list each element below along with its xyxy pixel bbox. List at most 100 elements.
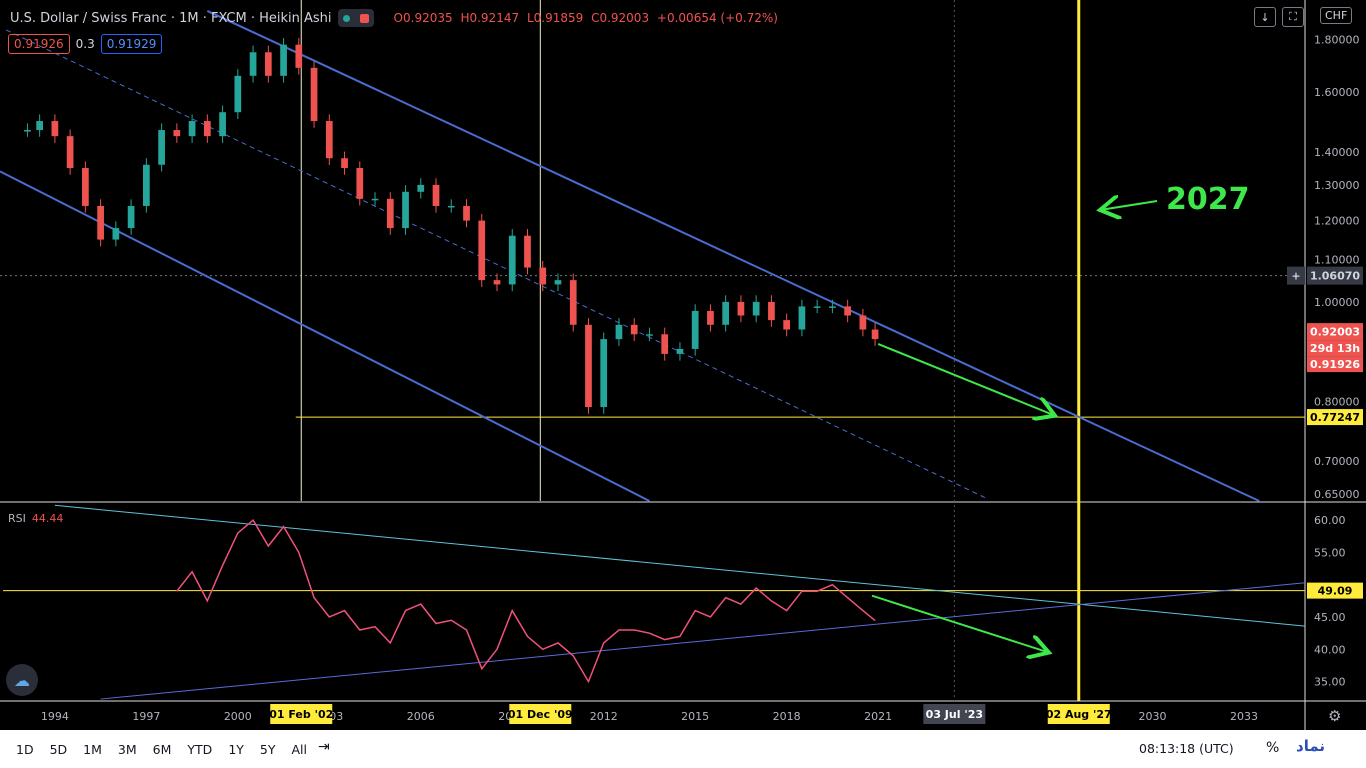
candle-body[interactable] <box>722 301 730 325</box>
candle-body[interactable] <box>691 310 699 349</box>
rsi-tag-hline[interactable]: 49.09 <box>1318 585 1353 598</box>
candle-body[interactable] <box>615 324 623 340</box>
candle-body[interactable] <box>646 334 653 336</box>
timeframe-button[interactable]: All <box>291 741 308 757</box>
candle-body[interactable] <box>127 205 135 229</box>
time-tag-1[interactable]: 01 Dec '09 <box>508 708 573 721</box>
candle-body[interactable] <box>112 228 120 240</box>
candle-body[interactable] <box>51 121 59 137</box>
candle-body[interactable] <box>219 112 226 137</box>
time-tag-3[interactable]: 02 Aug '27 <box>1046 708 1112 721</box>
candle-body[interactable] <box>676 348 684 354</box>
timeframe-button[interactable]: 1M <box>83 741 102 757</box>
candle-body[interactable] <box>600 339 608 408</box>
candle-body[interactable] <box>447 205 455 208</box>
currency-button[interactable]: CHF <box>1320 7 1353 24</box>
candle-body[interactable] <box>188 121 196 137</box>
candle-body[interactable] <box>463 205 470 221</box>
percent-toggle[interactable]: % <box>1266 740 1280 756</box>
timeframe-button[interactable]: YTD <box>187 741 213 757</box>
visibility-toggle[interactable] <box>337 9 374 27</box>
rsi-title[interactable]: RSI <box>8 512 26 525</box>
channel-upper[interactable] <box>206 10 1260 502</box>
time-tag-2[interactable]: 03 Jul '23 <box>926 708 983 721</box>
channel-lower[interactable] <box>0 170 650 502</box>
timeframe-button[interactable]: 5D <box>49 741 68 757</box>
candle-body[interactable] <box>82 168 89 206</box>
candle-body[interactable] <box>707 310 714 325</box>
arrow-2027[interactable] <box>1100 201 1158 210</box>
tradingview-logo-icon[interactable]: ☁ <box>6 664 38 696</box>
candle-body[interactable] <box>402 191 409 229</box>
candle-body[interactable] <box>783 320 791 330</box>
candle-body[interactable] <box>432 184 440 206</box>
chart-canvas[interactable]: 1.80000 1.60000 1.40000 1.30000 1.20000 1.100… <box>0 0 1366 730</box>
channel-mid[interactable] <box>5 29 986 498</box>
candle-body[interactable] <box>493 280 501 285</box>
arrow-main[interactable] <box>877 343 1055 416</box>
candle-body[interactable] <box>173 130 181 137</box>
candle-body[interactable] <box>630 324 638 335</box>
arrow-rsi[interactable] <box>871 594 1049 653</box>
candle-body[interactable] <box>871 329 879 340</box>
candle-body[interactable] <box>234 75 242 113</box>
scroll-down-icon[interactable]: ↓ <box>1254 7 1276 27</box>
price-tag-hline[interactable]: 0.77247 <box>1310 411 1360 424</box>
candle-body[interactable] <box>66 136 74 169</box>
candle-body[interactable] <box>737 301 745 316</box>
timeframe-button[interactable]: 6M <box>152 741 172 757</box>
rsi-line[interactable] <box>176 518 876 684</box>
candle-body[interactable] <box>752 301 760 316</box>
rsi-trend-upper[interactable] <box>54 504 1306 627</box>
candle-body[interactable] <box>325 121 333 159</box>
candle-body[interactable] <box>569 280 577 325</box>
price-tag-countdown[interactable]: 29d 13h <box>1310 342 1360 355</box>
annotation-2027[interactable]: 2027 <box>1166 182 1250 217</box>
candle-body[interactable] <box>813 306 821 308</box>
price-tag-bid[interactable]: 0.91926 <box>1310 358 1360 371</box>
candle-body[interactable] <box>554 280 562 285</box>
symbol-title[interactable]: U.S. Dollar / Swiss Franc · 1M · FXCM · … <box>10 10 332 26</box>
candle-body[interactable] <box>97 205 104 240</box>
timeframe-button[interactable]: 5Y <box>259 741 276 757</box>
candle-body[interactable] <box>264 52 272 76</box>
candle-body[interactable] <box>539 267 547 285</box>
candle-body[interactable] <box>158 130 165 165</box>
date-range-icon[interactable]: ⇥ <box>318 739 330 755</box>
candle-body[interactable] <box>203 121 211 137</box>
candle-body[interactable] <box>143 164 150 206</box>
clock[interactable]: 08:13:18 (UTC) <box>1139 741 1234 756</box>
candle-body[interactable] <box>356 168 364 199</box>
time-tag-0[interactable]: 01 Feb '02 <box>269 708 333 721</box>
candle-body[interactable] <box>36 121 43 131</box>
candle-body[interactable] <box>585 324 592 408</box>
candle-body[interactable] <box>295 44 303 68</box>
candle-body[interactable] <box>24 130 31 132</box>
candle-body[interactable] <box>661 334 669 354</box>
candle-body[interactable] <box>829 306 836 308</box>
candle-body[interactable] <box>524 235 531 268</box>
fullscreen-icon[interactable]: ⛶ <box>1282 7 1304 27</box>
buy-button[interactable]: 0.91929 <box>100 34 163 54</box>
candle-body[interactable] <box>859 315 867 330</box>
candle-body[interactable] <box>417 184 425 192</box>
candle-body[interactable] <box>768 301 775 321</box>
candle-body[interactable] <box>371 198 379 201</box>
candle-body[interactable] <box>249 52 257 76</box>
candle-body[interactable] <box>310 67 318 122</box>
candle-body[interactable] <box>341 158 348 169</box>
price-tag-crosshair[interactable]: 1.06070 <box>1310 270 1360 283</box>
candle-body[interactable] <box>280 44 287 76</box>
timeframe-button[interactable]: 1D <box>16 741 34 757</box>
candle-body[interactable] <box>508 235 516 285</box>
candle-body[interactable] <box>844 306 851 316</box>
candle-body[interactable] <box>478 220 486 281</box>
timeframe-button[interactable]: 3M <box>117 741 137 757</box>
candle-body[interactable] <box>798 306 806 330</box>
gear-icon[interactable]: ⚙ <box>1328 707 1342 725</box>
price-tag-last[interactable]: 0.92003 <box>1310 326 1360 339</box>
crosshair-plus-icon[interactable]: + <box>1291 270 1300 283</box>
rsi-trend-lower[interactable] <box>100 582 1306 700</box>
sell-button[interactable]: 0.91926 <box>8 34 70 54</box>
timeframe-button[interactable]: 1Y <box>228 741 244 757</box>
